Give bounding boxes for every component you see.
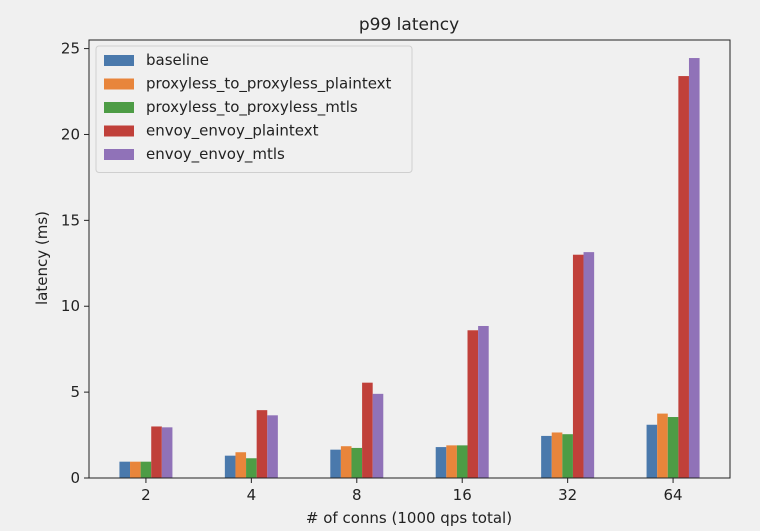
x-tick-label: 2 <box>141 486 151 504</box>
bar-proxyless_to_proxyless_plaintext-32 <box>551 432 563 478</box>
legend-label-baseline: baseline <box>146 51 209 69</box>
y-tick-label: 0 <box>70 469 80 487</box>
bar-proxyless_to_proxyless_plaintext-64 <box>657 413 668 478</box>
x-axis: 2 4 8 16 32 64 <box>141 478 683 504</box>
legend-swatch-proxyless_to_proxyless_plaintext <box>104 78 134 90</box>
x-tick-label: 64 <box>664 486 683 504</box>
bar-envoy_envoy_mtls-16 <box>478 325 489 478</box>
x-tick-label: 4 <box>247 486 257 504</box>
bars-group <box>119 58 700 478</box>
legend-label-envoy_envoy_plaintext: envoy_envoy_plaintext <box>146 122 319 141</box>
legend-box <box>95 45 413 173</box>
y-tick-label: 20 <box>61 125 80 143</box>
y-axis-label: latency (ms) <box>33 211 51 305</box>
bar-baseline-32 <box>541 435 552 478</box>
bar-proxyless_to_proxyless_plaintext-8 <box>340 446 352 478</box>
y-tick-label: 15 <box>61 211 80 229</box>
bar-envoy_envoy_mtls-8 <box>372 393 384 478</box>
bar-proxyless_to_proxyless_mtls-2 <box>140 461 152 478</box>
y-tick-label: 5 <box>70 383 80 401</box>
x-tick-label: 32 <box>558 486 577 504</box>
bar-proxyless_to_proxyless_plaintext-2 <box>130 461 141 478</box>
bar-envoy_envoy_plaintext-2 <box>151 426 162 478</box>
bar-envoy_envoy_plaintext-4 <box>256 410 268 478</box>
bar-proxyless_to_proxyless_mtls-32 <box>562 434 573 478</box>
bar-proxyless_to_proxyless_mtls-16 <box>456 445 468 478</box>
y-tick-label: 10 <box>61 297 80 315</box>
y-tick-label: 25 <box>61 40 80 58</box>
bar-baseline-4 <box>224 455 236 478</box>
bar-envoy_envoy_mtls-2 <box>161 427 173 478</box>
bar-proxyless_to_proxyless_plaintext-16 <box>446 445 457 478</box>
bar-envoy_envoy_plaintext-64 <box>678 76 689 478</box>
legend: baseline proxyless_to_proxyless_plaintext… <box>95 45 413 173</box>
legend-swatch-proxyless_to_proxyless_mtls <box>104 102 134 113</box>
legend-swatch-envoy_envoy_plaintext <box>104 125 134 137</box>
bar-envoy_envoy_mtls-32 <box>583 252 595 478</box>
chart-title: p99 latency <box>359 15 459 35</box>
bar-baseline-8 <box>330 449 341 478</box>
legend-label-proxyless_to_proxyless_mtls: proxyless_to_proxyless_mtls <box>146 98 358 117</box>
bar-envoy_envoy_mtls-4 <box>267 415 278 478</box>
bar-envoy_envoy_plaintext-16 <box>467 330 479 478</box>
x-tick-label: 16 <box>453 486 472 504</box>
bar-envoy_envoy_plaintext-8 <box>362 382 373 478</box>
legend-label-envoy_envoy_mtls: envoy_envoy_mtls <box>146 145 285 164</box>
bar-baseline-16 <box>435 447 447 478</box>
bar-proxyless_to_proxyless_plaintext-4 <box>235 452 247 478</box>
plot-frame <box>88 39 731 479</box>
legend-label-proxyless_to_proxyless_plaintext: proxyless_to_proxyless_plaintext <box>146 75 392 94</box>
bar-proxyless_to_proxyless_mtls-8 <box>351 447 363 478</box>
y-axis: 0 5 10 15 20 25 <box>61 40 89 487</box>
bar-proxyless_to_proxyless_mtls-4 <box>246 458 257 478</box>
bar-baseline-64 <box>646 424 658 478</box>
x-axis-label: # of conns (1000 qps total) <box>306 509 512 527</box>
legend-swatch-baseline <box>104 55 134 66</box>
bar-envoy_envoy_plaintext-32 <box>572 254 584 478</box>
x-tick-label: 8 <box>352 486 362 504</box>
bar-proxyless_to_proxyless_mtls-64 <box>667 417 679 478</box>
bar-baseline-2 <box>119 461 131 478</box>
bar-envoy_envoy_mtls-64 <box>688 58 700 478</box>
legend-swatch-envoy_envoy_mtls <box>104 149 134 160</box>
